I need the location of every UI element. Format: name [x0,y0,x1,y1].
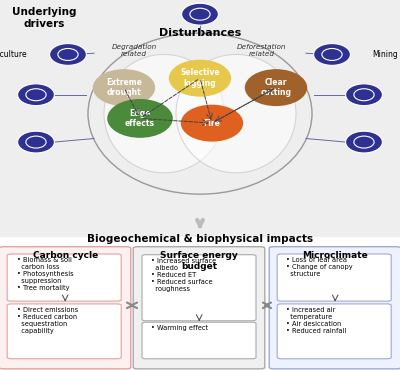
Circle shape [182,3,218,25]
Circle shape [169,60,231,97]
Text: Edge
effects: Edge effects [125,109,155,128]
Text: • Increased surface
  albedo
• Reduced ET
• Reduced surface
  roughness: • Increased surface albedo • Reduced ET … [151,258,216,292]
Ellipse shape [104,54,224,173]
FancyBboxPatch shape [0,0,400,237]
Text: Agriculture: Agriculture [0,50,28,59]
Text: Biogeochemical & biophysical impacts: Biogeochemical & biophysical impacts [87,234,313,244]
FancyBboxPatch shape [142,322,256,359]
FancyBboxPatch shape [142,255,256,321]
Text: Clear
cutting: Clear cutting [260,78,292,97]
Text: • Loss of leaf area
• Change of canopy
  structure: • Loss of leaf area • Change of canopy s… [286,257,353,277]
Circle shape [346,131,382,153]
Text: Surface energy
budget: Surface energy budget [160,251,238,270]
Text: Fire: Fire [204,119,220,128]
Text: Carbon cycle: Carbon cycle [32,251,98,260]
Circle shape [18,84,54,105]
FancyBboxPatch shape [7,254,121,301]
Text: Extreme
drought: Extreme drought [106,78,142,97]
Text: Degradation
related: Degradation related [111,44,157,57]
Text: Underlying
drivers: Underlying drivers [12,7,76,29]
Text: Microclimate: Microclimate [302,251,368,260]
Text: Deforestation
related: Deforestation related [237,44,287,57]
Text: • Warming effect: • Warming effect [151,325,208,331]
Circle shape [93,69,155,106]
Text: • Biomass & soil
  carbon loss
• Photosynthesis
  suppression
• Tree mortality: • Biomass & soil carbon loss • Photosynt… [17,257,74,291]
Circle shape [245,69,307,106]
Circle shape [107,99,173,138]
Text: Mining: Mining [372,50,398,59]
Circle shape [314,44,350,65]
Text: Selective
logging: Selective logging [180,68,220,88]
Circle shape [181,105,243,142]
Circle shape [18,131,54,153]
Circle shape [346,84,382,105]
Circle shape [50,44,86,65]
FancyBboxPatch shape [7,304,121,359]
FancyBboxPatch shape [269,247,400,369]
Text: • Direct emissions
• Reduced carbon
  sequestration
  capability: • Direct emissions • Reduced carbon sequ… [17,307,78,334]
Ellipse shape [176,54,296,173]
Text: • Increased air
  temperature
• Air desiccation
• Reduced rainfall: • Increased air temperature • Air desicc… [286,307,347,334]
FancyBboxPatch shape [277,304,391,359]
FancyBboxPatch shape [133,247,265,369]
Text: Disturbances: Disturbances [159,28,241,38]
FancyBboxPatch shape [0,247,131,369]
FancyBboxPatch shape [277,254,391,301]
